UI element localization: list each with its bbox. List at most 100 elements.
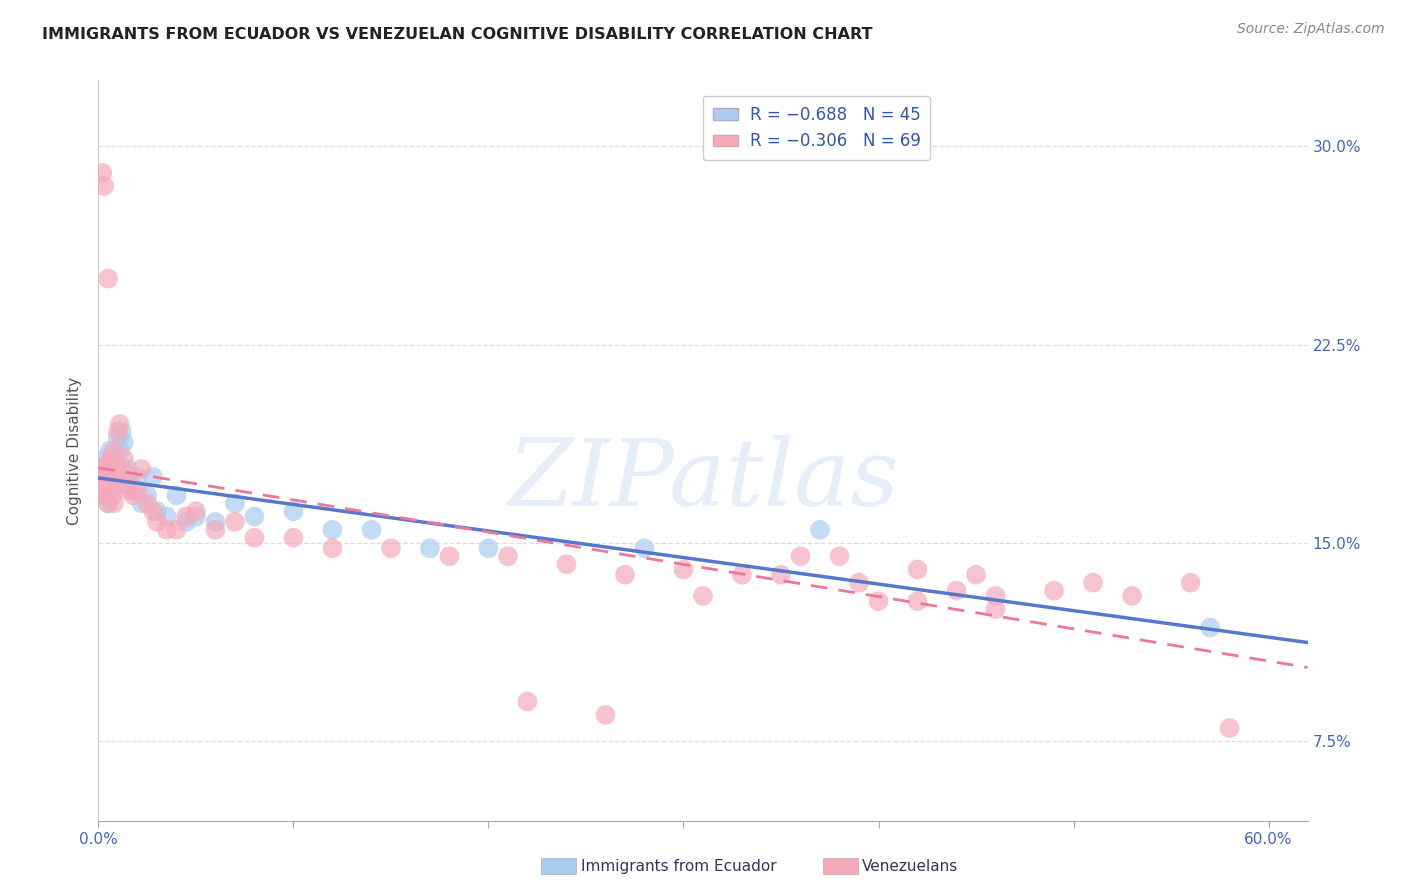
Point <box>97 496 120 510</box>
Point <box>477 541 499 556</box>
Point <box>97 457 120 471</box>
Point <box>108 417 131 431</box>
Point <box>360 523 382 537</box>
Point <box>146 515 169 529</box>
Point <box>98 470 121 484</box>
Point <box>107 478 129 492</box>
Point <box>101 488 124 502</box>
Point <box>107 470 129 484</box>
Point <box>868 594 890 608</box>
Point <box>1043 583 1066 598</box>
Point <box>118 478 141 492</box>
Point <box>103 478 125 492</box>
Point <box>204 515 226 529</box>
Point <box>848 575 870 590</box>
Point <box>96 478 118 492</box>
Point <box>184 504 207 518</box>
Point <box>93 462 115 476</box>
Point <box>165 488 187 502</box>
Point <box>98 457 121 471</box>
Point <box>1199 621 1222 635</box>
Point <box>174 509 197 524</box>
Point <box>907 594 929 608</box>
Point <box>224 515 246 529</box>
Text: ZIPatlas: ZIPatlas <box>508 435 898 525</box>
Point <box>91 483 114 497</box>
Point <box>984 589 1007 603</box>
Point <box>101 478 124 492</box>
Point <box>103 457 125 471</box>
Point <box>131 496 153 510</box>
Point <box>101 451 124 466</box>
Point <box>633 541 655 556</box>
Point <box>142 504 165 518</box>
Point <box>1121 589 1143 603</box>
Point <box>789 549 811 564</box>
Point <box>156 509 179 524</box>
Point <box>769 567 792 582</box>
Point <box>98 443 121 458</box>
Point <box>108 443 131 458</box>
Point <box>808 523 831 537</box>
Point <box>97 496 120 510</box>
Point <box>224 496 246 510</box>
Point <box>555 557 578 571</box>
Point <box>945 583 967 598</box>
Point <box>321 523 343 537</box>
Point <box>97 271 120 285</box>
Point <box>93 483 115 497</box>
Point <box>104 457 127 471</box>
Point <box>96 451 118 466</box>
Point <box>127 470 149 484</box>
Point <box>96 470 118 484</box>
Point <box>165 523 187 537</box>
Point <box>243 509 266 524</box>
Point <box>907 562 929 576</box>
Point <box>101 451 124 466</box>
Point <box>112 451 135 466</box>
Point <box>146 504 169 518</box>
Point <box>380 541 402 556</box>
Point <box>156 523 179 537</box>
Point <box>516 695 538 709</box>
Point <box>419 541 441 556</box>
Text: Immigrants from Ecuador: Immigrants from Ecuador <box>581 859 776 873</box>
Point <box>101 470 124 484</box>
Point <box>89 462 111 476</box>
Point <box>91 488 114 502</box>
Text: IMMIGRANTS FROM ECUADOR VS VENEZUELAN COGNITIVE DISABILITY CORRELATION CHART: IMMIGRANTS FROM ECUADOR VS VENEZUELAN CO… <box>42 27 873 42</box>
Point <box>117 462 139 476</box>
Point <box>93 179 115 194</box>
Legend: R = −0.688   N = 45, R = −0.306   N = 69: R = −0.688 N = 45, R = −0.306 N = 69 <box>703 96 931 161</box>
Point <box>89 478 111 492</box>
Point <box>204 523 226 537</box>
Point <box>104 457 127 471</box>
Text: Venezuelans: Venezuelans <box>862 859 957 873</box>
Point <box>1180 575 1202 590</box>
Point <box>93 488 115 502</box>
Point <box>91 470 114 484</box>
Point <box>828 549 851 564</box>
Point <box>122 483 145 497</box>
Point <box>283 504 305 518</box>
Point <box>595 707 617 722</box>
Point <box>122 488 145 502</box>
Point <box>614 567 637 582</box>
Point <box>142 470 165 484</box>
Point <box>321 541 343 556</box>
Point <box>103 496 125 510</box>
Point <box>439 549 461 564</box>
Point <box>107 430 129 444</box>
Y-axis label: Cognitive Disability: Cognitive Disability <box>67 376 83 524</box>
Point <box>984 602 1007 616</box>
Point <box>496 549 519 564</box>
Point <box>184 509 207 524</box>
Point <box>131 462 153 476</box>
Point <box>104 470 127 484</box>
Point <box>283 531 305 545</box>
Point <box>243 531 266 545</box>
Point <box>731 567 754 582</box>
Point <box>1219 721 1241 735</box>
Point <box>136 488 159 502</box>
Point <box>117 483 139 497</box>
